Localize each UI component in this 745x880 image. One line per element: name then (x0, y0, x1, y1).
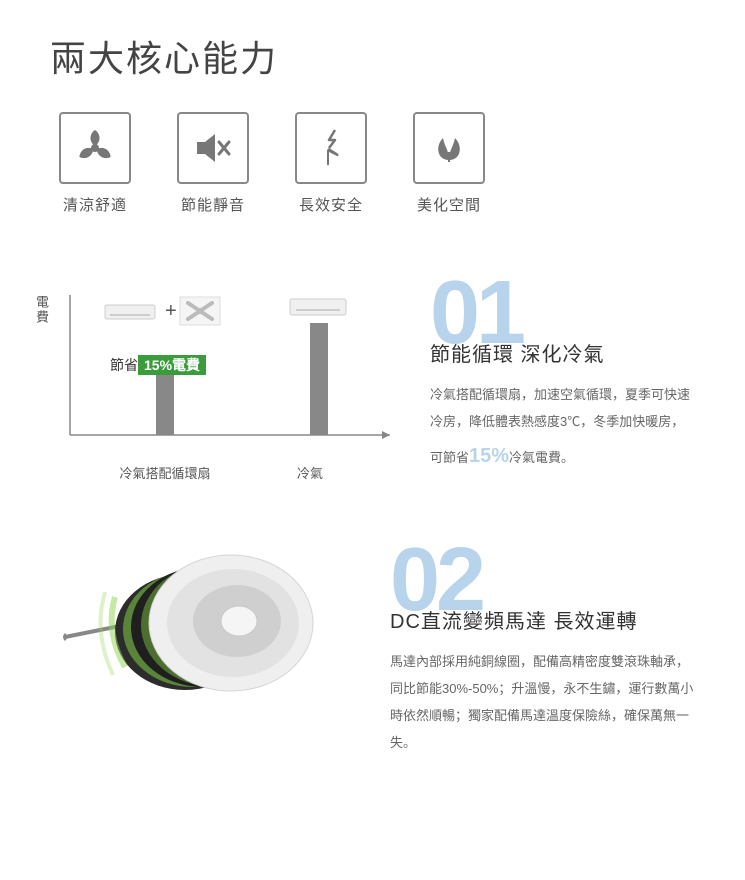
feature-label: 美化空間 (417, 194, 481, 215)
section-body-02: 馬達內部採用純銅線圈，配備高精密度雙滾珠軸承，同比節能30%-50%；升溫慢，永… (390, 648, 695, 757)
body-post: 冷氣電費。 (509, 450, 574, 465)
bar-chart: 電費 + 節省15% (50, 275, 400, 482)
savings-badge-row: 節省15%電費 (110, 355, 206, 375)
feature-label: 節能靜音 (181, 194, 245, 215)
feature-quiet: 節能靜音 (168, 112, 258, 215)
chart-x-labels: 冷氣搭配循環扇 冷氣 (50, 463, 400, 482)
x-label-0: 冷氣搭配循環扇 (50, 463, 240, 482)
feature-cool: 清涼舒適 (50, 112, 140, 215)
page-title: 兩大核心能力 (50, 30, 695, 82)
ac-unit-icon (290, 299, 346, 315)
badge-prefix: 節省 (110, 357, 138, 373)
section-01-text: 01 節能循環 深化冷氣 冷氣搭配循環扇，加速空氣循環，夏季可快速冷房，降低體表… (430, 275, 695, 477)
leaf-icon (413, 112, 485, 184)
mute-icon (177, 112, 249, 184)
section-02-text: 02 DC直流變頻馬達 長效運轉 馬達內部採用純銅線圈，配備高精密度雙滾珠軸承，… (390, 532, 695, 757)
ceiling-fan-icon (180, 297, 220, 325)
feature-label: 清涼舒適 (63, 194, 127, 215)
feature-space: 美化空間 (404, 112, 494, 215)
y-axis-label: 電費 (32, 295, 51, 325)
feature-row: 清涼舒適 節能靜音 長效安全 美化空間 (50, 112, 695, 215)
fan-icon (59, 112, 131, 184)
section-01: 電費 + 節省15% (50, 275, 695, 482)
section-heading-01: 節能循環 深化冷氣 (430, 338, 695, 367)
savings-badge: 15%電費 (138, 355, 206, 375)
section-heading-02: DC直流變頻馬達 長效運轉 (390, 605, 695, 634)
section-body-01: 冷氣搭配循環扇，加速空氣循環，夏季可快速冷房，降低體表熱感度3℃，冬季加快暖房，… (430, 381, 695, 478)
touch-bolt-icon (295, 112, 367, 184)
motor-icon (55, 537, 355, 727)
chart-svg: + (50, 285, 400, 455)
section-02: 02 DC直流變頻馬達 長效運轉 馬達內部採用純銅線圈，配備高精密度雙滾珠軸承，… (50, 532, 695, 757)
plus-icon: + (165, 300, 177, 322)
ac-unit-icon (105, 305, 155, 319)
feature-safe: 長效安全 (286, 112, 376, 215)
motor-illustration (50, 532, 360, 732)
highlight-percent: 15% (469, 445, 509, 467)
x-label-1: 冷氣 (240, 463, 380, 482)
feature-label: 長效安全 (299, 194, 363, 215)
